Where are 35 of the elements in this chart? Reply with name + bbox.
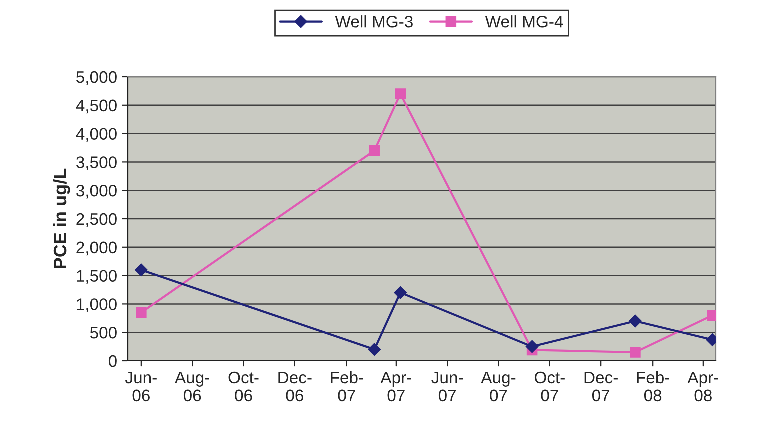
y-tick-label: 1,000 (77, 298, 117, 312)
x-tick-label: Oct- 06 (228, 372, 259, 402)
x-tick-label: Aug- 07 (481, 372, 516, 402)
point (369, 145, 380, 156)
y-axis-title: PCE in ug/L (53, 168, 70, 268)
y-tick-label: 1,500 (77, 270, 117, 284)
y-tick-label: 3,000 (76, 185, 117, 199)
x-tick-label: Jun- 06 (125, 372, 157, 402)
legend-label: Well MG-3 (335, 16, 413, 28)
y-tick-label: 4,500 (76, 100, 117, 114)
point (629, 314, 642, 328)
x-tick-label: Apr- 08 (688, 372, 718, 402)
x-tick-label: Apr- 07 (380, 372, 412, 402)
point (368, 343, 382, 356)
x-tick-label: Feb- 07 (331, 371, 364, 402)
legend-label: Well MG-4 (485, 16, 564, 28)
point (135, 264, 148, 277)
x-tick-label: Jun- 07 (432, 372, 464, 402)
y-tick-label: 0 (108, 355, 117, 368)
y-tick-label: 3,500 (76, 156, 117, 170)
x-tick-label: Oct- 07 (534, 372, 565, 402)
y-tick-label: 2,500 (76, 213, 117, 228)
point (395, 88, 406, 100)
x-tick-label: Aug- 06 (175, 372, 210, 402)
point (136, 307, 147, 318)
point (630, 347, 641, 358)
x-tick-label: Dec- 07 (584, 372, 618, 402)
point (526, 340, 539, 354)
point (394, 286, 408, 300)
y-tick-label: 2,000 (76, 242, 117, 256)
x-tick-label: Dec- 06 (278, 372, 312, 402)
x-tick-label: Feb- 08 (637, 371, 670, 402)
y-tick-label: 5,000 (76, 71, 117, 86)
y-tick-label: 500 (90, 327, 117, 339)
y-tick-label: 4,000 (76, 128, 117, 142)
